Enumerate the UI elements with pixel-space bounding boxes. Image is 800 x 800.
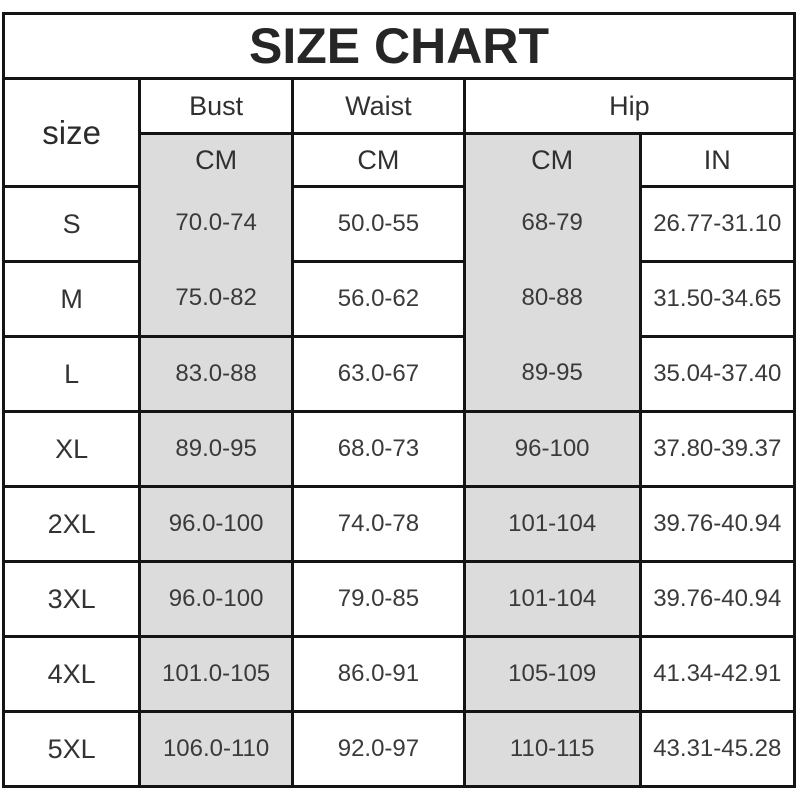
table-row-m: M 75.0-82 56.0-62 80-88 31.50-34.65 [5,260,793,335]
size-cell: S [5,185,139,260]
hip-cm-cell: 68-79 [462,185,639,260]
table-row-3xl: 3XL 96.0-100 79.0-85 101-104 39.76-40.94 [5,560,793,635]
table-row-xl: XL 89.0-95 68.0-73 96-100 37.80-39.37 [5,410,793,485]
hip-in-cell: 31.50-34.65 [638,260,793,335]
hip-cm-cell: 105-109 [462,635,639,710]
size-cell: M [5,260,139,335]
waist-cm-cell: 79.0-85 [291,560,463,635]
size-cell: 5XL [5,710,139,785]
table-row-l: L 83.0-88 63.0-67 89-95 35.04-37.40 [5,335,793,410]
size-cell: 3XL [5,560,139,635]
size-chart-box: SIZE CHART size Bust Waist Hip CM CM [2,12,796,788]
hip-unit-cm: CM [462,132,639,185]
bust-group-header: Bust [138,80,291,132]
bust-cm-cell: 96.0-100 [138,485,292,560]
hip-in-cell: 41.34-42.91 [638,635,793,710]
table-row-4xl: 4XL 101.0-105 86.0-91 105-109 41.34-42.9… [5,635,793,710]
bust-cm-cell: 106.0-110 [138,710,292,785]
table-row-5xl: 5XL 106.0-110 92.0-97 110-115 43.31-45.2… [5,710,793,785]
size-cell: XL [5,410,139,485]
group-header-row: size Bust Waist Hip [5,80,793,151]
waist-cm-cell: 86.0-91 [291,635,463,710]
waist-unit-cm: CM [291,132,463,185]
hip-in-cell: 39.76-40.94 [638,560,793,635]
hip-in-cell: 26.77-31.10 [638,185,793,260]
chart-title: SIZE CHART [5,15,793,80]
hip-group-header: Hip [462,80,793,132]
size-cell: L [5,335,139,410]
hip-unit-in: IN [638,132,793,185]
waist-cm-cell: 50.0-55 [291,185,463,260]
hip-cm-cell: 80-88 [462,260,639,335]
waist-group-header: Waist [291,80,463,132]
size-column-header: size [42,113,101,151]
unit-header-row: CM CM CM IN [5,132,793,185]
bust-cm-cell: 75.0-82 [138,260,292,335]
size-table: size Bust Waist Hip CM CM CM IN S 70.0-7… [5,80,793,785]
waist-cm-cell: 68.0-73 [291,410,463,485]
waist-cm-cell: 56.0-62 [291,260,463,335]
size-cell: 4XL [5,635,139,710]
bust-unit-cm: CM [138,132,292,185]
bust-cm-cell: 96.0-100 [138,560,292,635]
hip-cm-cell: 89-95 [462,335,639,410]
table-row-2xl: 2XL 96.0-100 74.0-78 101-104 39.76-40.94 [5,485,793,560]
table-row-s: S 70.0-74 50.0-55 68-79 26.77-31.10 [5,185,793,260]
hip-cm-cell: 101-104 [462,560,639,635]
bust-cm-cell: 101.0-105 [138,635,292,710]
waist-cm-cell: 74.0-78 [291,485,463,560]
hip-in-cell: 39.76-40.94 [638,485,793,560]
bust-cm-cell: 89.0-95 [138,410,292,485]
size-cell: 2XL [5,485,139,560]
hip-in-cell: 37.80-39.37 [638,410,793,485]
waist-cm-cell: 92.0-97 [291,710,463,785]
bust-cm-cell: 83.0-88 [138,335,292,410]
hip-cm-cell: 101-104 [462,485,639,560]
hip-cm-cell: 96-100 [462,410,639,485]
hip-cm-cell: 110-115 [462,710,639,785]
bust-cm-cell: 70.0-74 [138,185,292,260]
hip-in-cell: 35.04-37.40 [638,335,793,410]
hip-in-cell: 43.31-45.28 [638,710,793,785]
waist-cm-cell: 63.0-67 [291,335,463,410]
